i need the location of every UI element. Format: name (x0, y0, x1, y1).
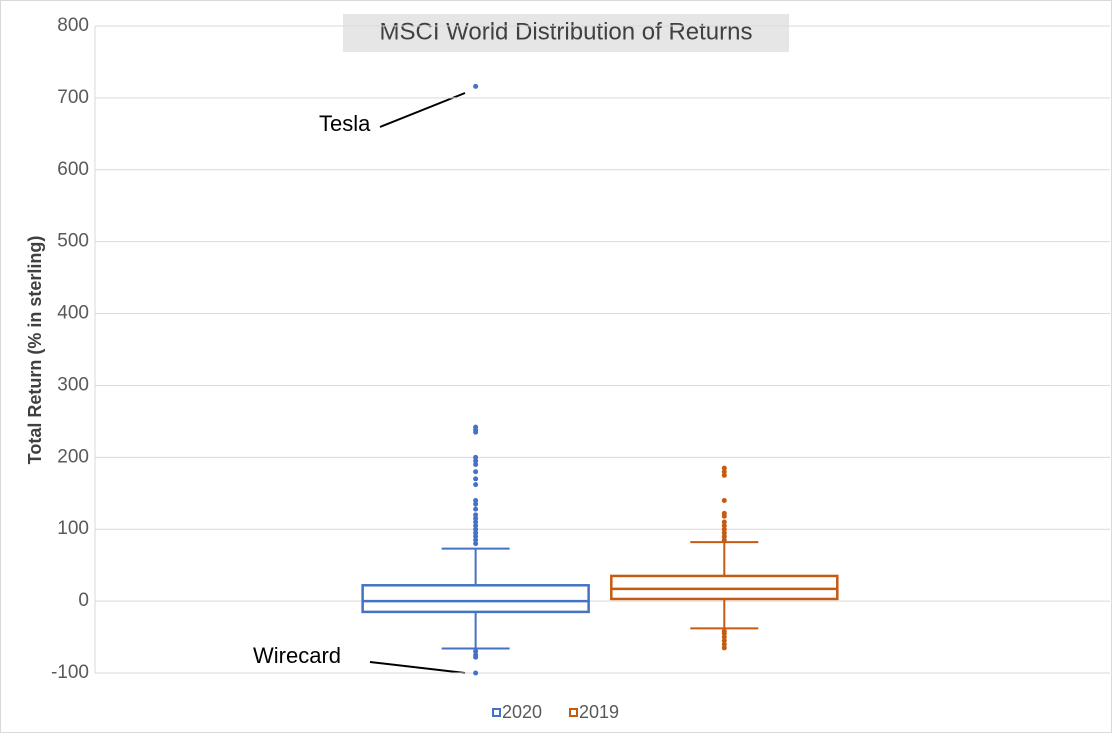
point (473, 512, 479, 518)
point (473, 515, 479, 521)
box (361, 584, 590, 614)
point (721, 497, 727, 503)
point (473, 469, 479, 475)
y-tick-label: 500 (57, 231, 89, 252)
point (473, 519, 479, 525)
point (473, 501, 479, 507)
point (473, 506, 479, 512)
point (473, 454, 479, 460)
y-tick-label: 200 (57, 446, 89, 467)
y-tick-label: 600 (57, 159, 89, 180)
legend-swatch (569, 708, 578, 717)
point (473, 530, 479, 536)
point (721, 645, 727, 651)
point (721, 537, 727, 543)
legend-swatch (492, 708, 501, 717)
y-tick-label: 800 (57, 15, 89, 36)
annotation-line (379, 92, 466, 128)
point (473, 497, 479, 503)
y-tick-label: 0 (78, 590, 89, 611)
point (473, 533, 479, 539)
point (473, 537, 479, 543)
point (473, 670, 479, 676)
annotation-line (369, 661, 466, 674)
legend-label: 2019 (579, 702, 619, 722)
box-group (610, 465, 839, 651)
annotation: Wirecard (253, 643, 341, 668)
point (473, 83, 479, 89)
point (721, 513, 727, 519)
point (473, 429, 479, 435)
point (721, 630, 727, 636)
point (721, 530, 727, 536)
box-group (361, 83, 590, 676)
point (473, 476, 479, 482)
point (473, 526, 479, 532)
point (721, 465, 727, 471)
y-tick-label: 700 (57, 87, 89, 108)
point (721, 472, 727, 478)
point (721, 519, 727, 525)
point (721, 523, 727, 529)
title-background (343, 14, 789, 52)
box (610, 574, 839, 601)
y-tick-label: 100 (57, 518, 89, 539)
grid (95, 25, 1110, 674)
point (473, 541, 479, 547)
y-tick-label: 400 (57, 303, 89, 324)
point (721, 641, 727, 647)
point (721, 634, 727, 640)
point (473, 523, 479, 529)
point (721, 638, 727, 644)
y-axis-label: Total Return (% in sterling) (25, 236, 45, 465)
point (473, 458, 479, 464)
point (473, 648, 479, 654)
chart-title: MSCI World Distribution of Returns (379, 18, 752, 45)
point (721, 469, 727, 475)
annotation: Tesla (319, 111, 371, 136)
point (721, 533, 727, 539)
y-tick-label: 300 (57, 374, 89, 395)
point (473, 462, 479, 468)
y-tick-label: -100 (51, 662, 89, 683)
point (473, 654, 479, 660)
point (473, 482, 479, 488)
legend-label: 2020 (502, 702, 542, 722)
point (721, 526, 727, 532)
